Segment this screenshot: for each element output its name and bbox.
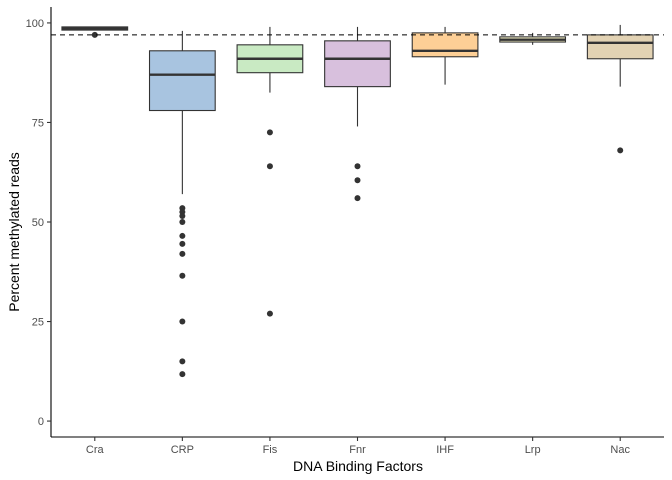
- y-tick-label-100: 100: [26, 18, 44, 30]
- plot-area: [61, 24, 654, 378]
- outlier-point-fnr-0: [354, 163, 361, 170]
- box-nac: [586, 34, 654, 60]
- axes: 0 25 50 75 100 Cra CRP Fis Fnr IHF Lrp Nac: [26, 7, 664, 456]
- outlier-point-fis-0: [266, 129, 273, 136]
- outlier-point-nac-0: [617, 147, 624, 154]
- outlier-point-crp-8: [179, 318, 186, 325]
- x-tick-label-ihf: IHF: [436, 444, 454, 456]
- x-axis-title: DNA Binding Factors: [293, 458, 423, 474]
- outlier-point-cra-0: [91, 31, 98, 38]
- outlier-point-crp-10: [179, 371, 186, 378]
- box-group-nac: [586, 24, 654, 154]
- box-group-cra: [61, 26, 129, 38]
- box-group-fis: [236, 26, 304, 317]
- x-tick-label-crp: CRP: [171, 444, 194, 456]
- box-ihf: [411, 32, 479, 58]
- outlier-point-fis-1: [266, 163, 273, 170]
- outlier-point-crp-7: [179, 272, 186, 279]
- outlier-point-fnr-2: [354, 195, 361, 202]
- outlier-point-crp-6: [179, 250, 186, 257]
- y-tick-label-75: 75: [32, 117, 44, 129]
- x-tick-label-cra: Cra: [86, 444, 105, 456]
- x-tick-label-nac: Nac: [610, 444, 630, 456]
- outlier-point-fnr-1: [354, 177, 361, 184]
- box-crp: [148, 50, 216, 112]
- box-group-fnr: [324, 26, 391, 202]
- box-fnr: [324, 40, 391, 88]
- outlier-point-fis-2: [266, 310, 273, 317]
- y-tick-label-0: 0: [38, 416, 44, 428]
- y-tick-label-25: 25: [32, 317, 44, 329]
- outlier-point-crp-9: [179, 358, 186, 365]
- y-tick-label-50: 50: [32, 217, 44, 229]
- box-group-ihf: [411, 26, 479, 85]
- x-tick-label-lrp: Lrp: [525, 444, 541, 456]
- outlier-point-crp-3: [179, 219, 186, 225]
- outlier-point-crp-2: [179, 213, 186, 220]
- x-tick-label-fnr: Fnr: [349, 444, 366, 456]
- x-tick-label-fis: Fis: [263, 444, 278, 456]
- y-axis-title: Percent methylated reads: [6, 152, 22, 312]
- box-group-crp: [148, 30, 216, 378]
- outlier-point-crp-4: [179, 232, 186, 239]
- outlier-point-crp-5: [179, 240, 186, 247]
